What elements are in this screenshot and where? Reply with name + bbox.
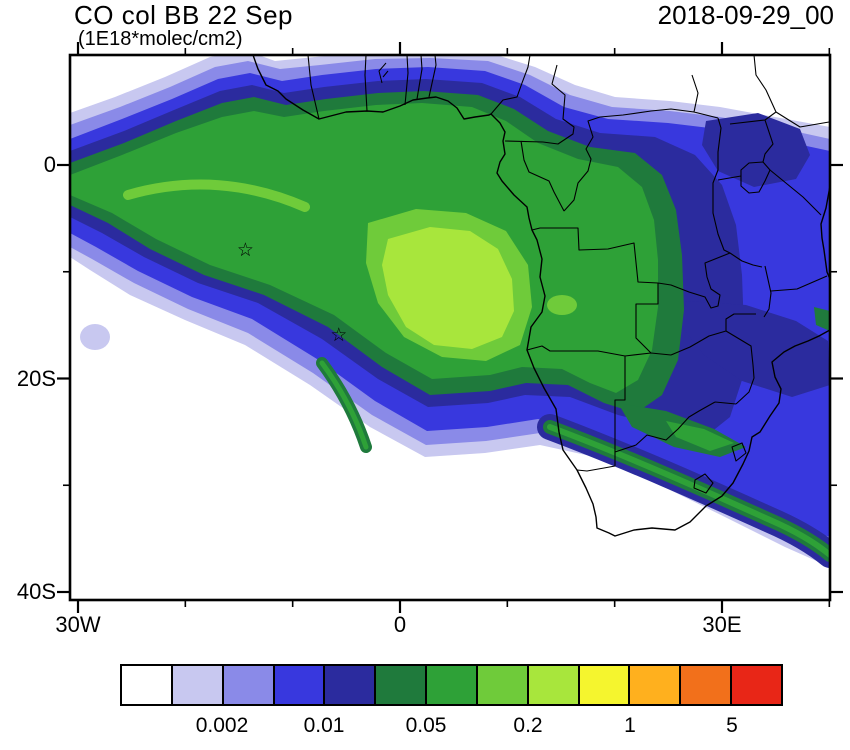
lesotho-border [693, 473, 714, 494]
colorbar-cell [221, 664, 275, 706]
station-star-marker: ☆ [237, 240, 254, 261]
x-axis-label: 30W [55, 612, 101, 637]
colorbar-tick-label: 5 [726, 714, 738, 737]
lake-victoria-outline [740, 161, 771, 194]
x-axis-labels: 30W 0 30E [55, 612, 830, 640]
contour-patch-fringe [80, 324, 110, 350]
contour-region-core [382, 227, 514, 349]
sweep-band-green [547, 424, 830, 558]
colorbar-cell [679, 664, 733, 706]
x-axis-label: 0 [393, 612, 407, 637]
colorbar-cell [730, 664, 783, 706]
colorbar-cell [323, 664, 377, 706]
y-axis-label: 0 [43, 152, 56, 177]
axis-ticks [57, 42, 843, 613]
y-axis-label: 20S [16, 365, 56, 391]
y-axis-labels: 0 20S 40S [0, 55, 62, 604]
plot-units-subtitle: (1E18*molec/cm2) [78, 28, 243, 50]
station-star-marker: ☆ [330, 325, 347, 346]
colorbar-cell [374, 664, 428, 706]
colorbar-cell [628, 664, 682, 706]
contour-map-plot: ☆☆ [57, 42, 843, 613]
lake-volta-outline [378, 62, 389, 84]
swaziland-border [731, 442, 747, 462]
colorbar-tick-label: 0.01 [303, 714, 345, 737]
colorbar-tick-label: 0.05 [405, 714, 447, 737]
country-borders [307, 55, 830, 472]
colorbar-cell [272, 664, 326, 706]
plot-timestamp: 2018-09-29_00 [657, 0, 834, 30]
contour-blob-navy-lakes [702, 113, 810, 187]
bright-streak [123, 179, 310, 212]
plot-frame [68, 53, 832, 602]
map-area: ☆ ☆ [57, 42, 843, 613]
colorbar-tick-label: 0.2 [513, 714, 543, 737]
plume-tail-green [319, 360, 369, 450]
colorbar-cell [120, 664, 173, 706]
map-lines [252, 55, 830, 537]
colorbar-cell [170, 664, 224, 706]
colorbar [120, 664, 783, 706]
plot-title: CO col BB 22 Sep [74, 0, 293, 30]
colorbar-tick-label: 1 [624, 714, 636, 737]
x-axis-label: 30E [702, 612, 742, 637]
colorbar-cell [526, 664, 580, 706]
island-markers: ☆☆ [237, 240, 347, 346]
colorbar-cell [425, 664, 478, 706]
contour-blob-navy-east [682, 301, 830, 397]
contour-patch-bright [547, 295, 577, 315]
colorbar-tick-label: 0.002 [195, 714, 249, 737]
colorbar-cell [475, 664, 529, 706]
contour-field [70, 55, 830, 600]
contour-patch-edge [814, 307, 830, 331]
contour-patch-se-green [666, 421, 734, 451]
y-axis-label: 40S [16, 579, 56, 604]
colorbar-cell [577, 664, 631, 706]
coastline [252, 55, 830, 537]
colorbar-labels: 0.002 0.01 0.05 0.2 1 5 [120, 714, 783, 740]
